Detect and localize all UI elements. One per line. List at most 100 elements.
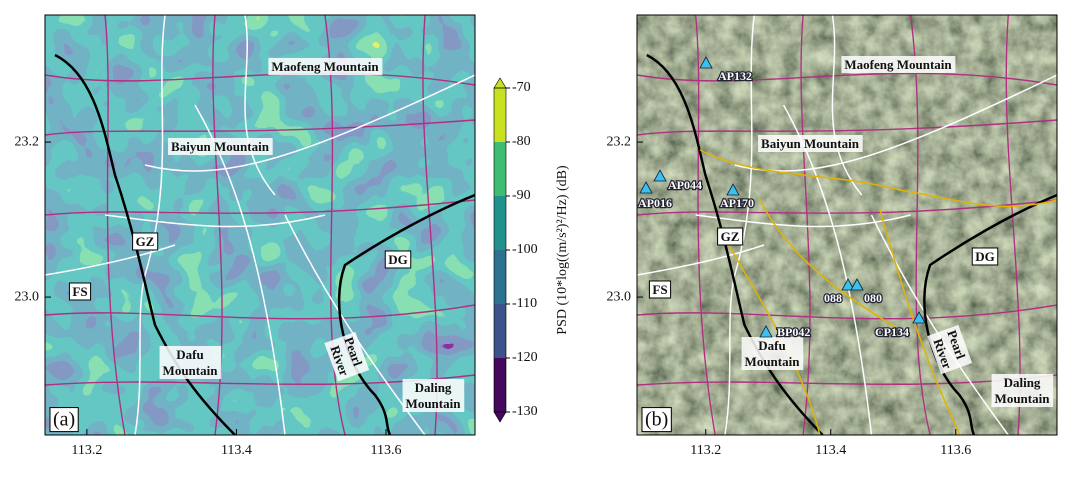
place-name: DG xyxy=(388,252,408,267)
place-name: Mountain xyxy=(163,363,219,378)
label-box xyxy=(991,373,1054,407)
place-name: Daling xyxy=(415,380,452,395)
x-tick-label: 113.2 xyxy=(71,443,102,458)
place-label: GZ xyxy=(132,232,159,251)
place-name: Mountain xyxy=(406,396,462,411)
colorbar-band xyxy=(494,358,506,412)
panel-b xyxy=(636,14,1058,436)
colorbar-tick-label: -130 xyxy=(512,404,538,419)
label-box xyxy=(758,134,863,152)
colorbar-extend-top xyxy=(493,77,507,89)
station-label: 080 xyxy=(864,291,882,305)
x-tick-label: 113.6 xyxy=(371,443,402,458)
place-name: Dafu xyxy=(758,338,785,353)
station-marker xyxy=(841,278,855,291)
colorbar-extend-bottom xyxy=(493,411,507,423)
label-box xyxy=(402,378,465,412)
station-label: AP170 xyxy=(720,196,754,210)
x-tick-label: 113.2 xyxy=(690,443,721,458)
label-box xyxy=(159,345,222,379)
colorbar-tick-label: -80 xyxy=(512,134,531,149)
station-label: CP134 xyxy=(875,325,909,339)
x-tick-label: 113.4 xyxy=(221,443,252,458)
label-box xyxy=(132,232,159,251)
colorbar-band xyxy=(494,142,506,196)
label-box xyxy=(384,250,412,269)
place-name: Maofeng Mountain xyxy=(271,59,379,74)
place-name: Daling xyxy=(1004,375,1041,390)
yellow-roads xyxy=(699,149,1057,435)
colorbar-band xyxy=(494,304,506,358)
place-label: Maofeng Mountain xyxy=(841,55,956,73)
x-tick-label: 113.4 xyxy=(815,443,846,458)
place-name: Mountain xyxy=(745,354,801,369)
station-label: AP132 xyxy=(718,69,752,83)
label-box xyxy=(49,407,79,433)
y-tick-label: 23.2 xyxy=(15,134,40,149)
place-name: FS xyxy=(72,284,87,299)
colorbar-tick-label: -70 xyxy=(512,80,531,95)
station-marker xyxy=(726,183,740,196)
y-tick-label: 23.2 xyxy=(607,134,632,149)
place-label: GZ xyxy=(717,227,744,246)
station-marker xyxy=(639,181,653,194)
place-name: GZ xyxy=(721,229,740,244)
colorbar-tick-label: -110 xyxy=(512,296,537,311)
map-frame xyxy=(636,14,1058,436)
place-name: GZ xyxy=(136,234,155,249)
panel-a xyxy=(44,14,476,436)
label-box xyxy=(641,407,672,433)
station-label: BP042 xyxy=(777,325,810,339)
station-marker xyxy=(699,56,713,69)
y-tick-label: 23.0 xyxy=(15,289,40,304)
colorbar-label: PSD (10*log((m/s²)²/Hz) (dB) xyxy=(555,165,570,335)
panel-label: (a) xyxy=(53,409,75,431)
place-label: Baiyun Mountain xyxy=(168,137,273,155)
label-box xyxy=(168,137,273,155)
label-box xyxy=(741,336,804,370)
place-label: Baiyun Mountain xyxy=(758,134,863,152)
map-frame xyxy=(44,14,476,436)
place-name: Baiyun Mountain xyxy=(171,139,270,154)
station-label: AP044 xyxy=(668,178,702,192)
place-name: FS xyxy=(652,282,667,297)
label-box xyxy=(927,324,973,375)
place-label: FS xyxy=(648,280,672,299)
panel-label: (b) xyxy=(645,409,668,431)
x-tick-label: 113.6 xyxy=(940,443,971,458)
station-label: AP016 xyxy=(638,196,672,210)
place-name: DG xyxy=(975,249,995,264)
station-marker xyxy=(850,278,864,291)
station-marker xyxy=(759,325,773,338)
place-name: Baiyun Mountain xyxy=(761,136,860,151)
place-label: DG xyxy=(971,247,999,266)
label-box xyxy=(971,247,999,266)
colorbar-tick-label: -100 xyxy=(512,242,538,257)
place-name: Maofeng Mountain xyxy=(844,57,952,72)
place-name: Mountain xyxy=(995,391,1051,406)
station-marker xyxy=(653,169,667,182)
place-name: Dafu xyxy=(176,347,203,362)
station-label: 088 xyxy=(824,291,842,305)
label-box xyxy=(68,282,92,301)
colorbar-band xyxy=(494,250,506,304)
label-box xyxy=(717,227,744,246)
y-tick-label: 23.0 xyxy=(607,289,632,304)
colorbar-band xyxy=(494,88,506,142)
station-marker xyxy=(912,311,926,324)
place-label: FS xyxy=(68,282,92,301)
label-box xyxy=(841,55,956,73)
colorbar-tick-label: -120 xyxy=(512,350,538,365)
label-box xyxy=(324,331,370,382)
place-label: Maofeng Mountain xyxy=(268,57,383,75)
place-label: DG xyxy=(384,250,412,269)
label-box xyxy=(268,57,383,75)
colorbar-tick-label: -90 xyxy=(512,188,531,203)
